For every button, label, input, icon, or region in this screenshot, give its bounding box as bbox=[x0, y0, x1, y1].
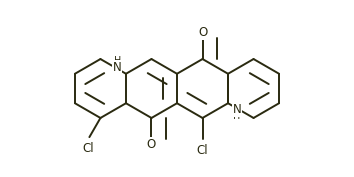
Text: H: H bbox=[114, 56, 121, 66]
Text: N: N bbox=[113, 61, 121, 74]
Text: O: O bbox=[147, 138, 156, 151]
Text: Cl: Cl bbox=[197, 144, 209, 157]
Text: O: O bbox=[198, 26, 207, 39]
Text: Cl: Cl bbox=[82, 142, 94, 155]
Text: H: H bbox=[233, 111, 240, 121]
Text: N: N bbox=[233, 103, 241, 116]
